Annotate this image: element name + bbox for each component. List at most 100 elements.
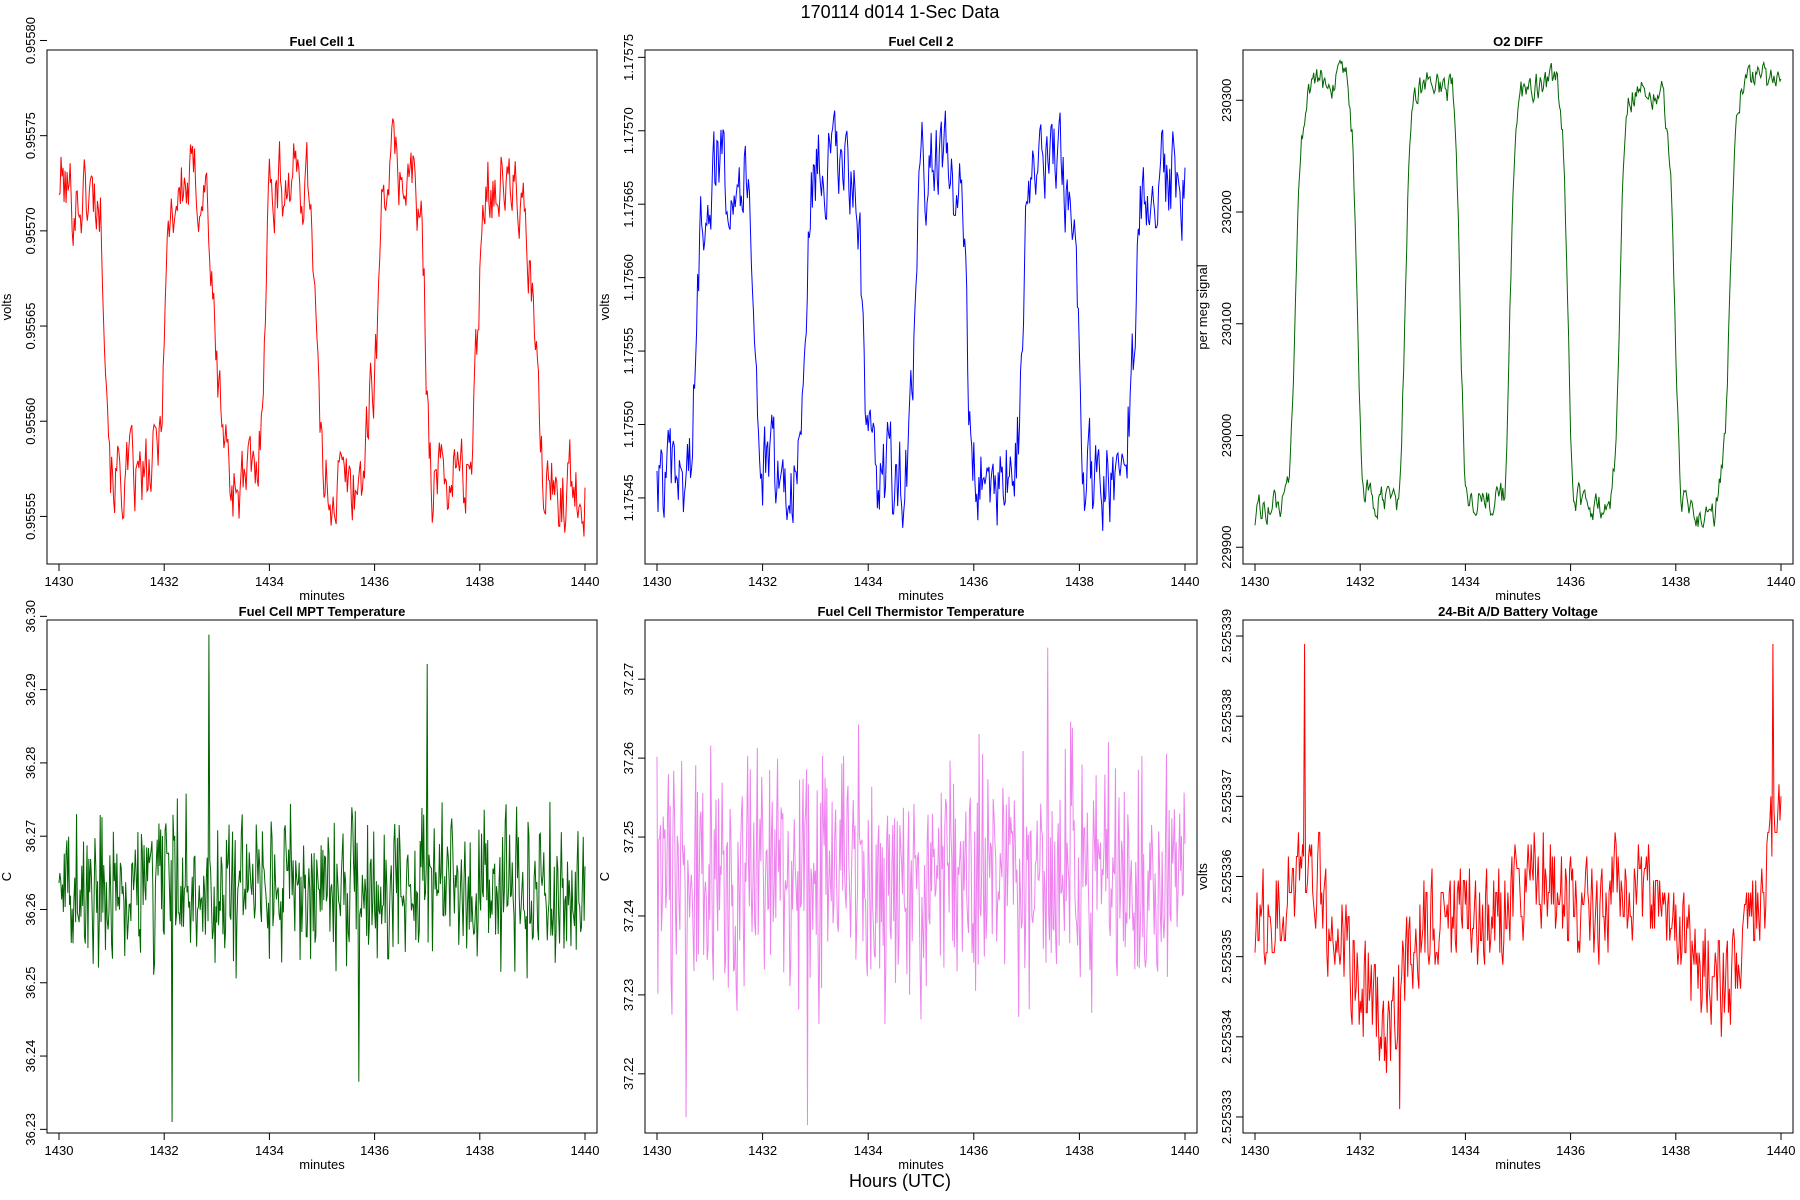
x-tick-label: 1438 [465,574,494,589]
y-tick-label: 230300 [1219,79,1234,122]
y-tick-label: 2.525339 [1219,609,1234,663]
y-tick-label: 230100 [1219,302,1234,345]
chart-panel-6: 24-Bit A/D Battery Voltage 1430 1432 1434 14… [1195,604,1795,1172]
y-tick-label: 2.525333 [1219,1090,1234,1144]
chart-title: Fuel Cell 2 [888,34,953,49]
x-tick-label: 1432 [1346,1143,1375,1158]
series-line [656,647,1186,1126]
y-tick-label: 0.95560 [23,398,38,445]
x-axis-super-label: Hours (UTC) [849,1171,951,1191]
x-tick-label: 1432 [1346,574,1375,589]
y-tick-label: 1.17575 [621,34,636,81]
x-tick-label: 1436 [959,574,988,589]
x-tick-label: 1430 [45,574,74,589]
y-axis-label: C [0,872,14,881]
y-tick-label: 2.525334 [1219,1010,1234,1064]
series-line [656,110,1186,531]
y-axis-label: volts [597,293,612,320]
x-tick-label: 1432 [748,574,777,589]
x-tick-label: 1436 [360,574,389,589]
chart-panel-3: O2 DIFF 1430 1432 1434 1436 1438 1440 minutes 22… [1195,34,1795,603]
x-axis-label: minutes [1495,1157,1541,1172]
x-tick-label: 1440 [1767,574,1796,589]
x-tick-label: 1430 [643,574,672,589]
x-tick-label: 1434 [854,574,883,589]
x-tick-label: 1436 [360,1143,389,1158]
y-tick-label: 36.30 [23,600,38,633]
x-tick-label: 1430 [45,1143,74,1158]
y-tick-label: 37.23 [621,979,636,1012]
y-tick-label: 1.17565 [621,181,636,228]
y-tick-label: 36.23 [23,1113,38,1146]
y-tick-label: 2.525336 [1219,849,1234,903]
y-tick-label: 36.25 [23,966,38,999]
y-tick-label: 0.95565 [23,303,38,350]
chart-title: O2 DIFF [1493,34,1543,49]
y-tick-label: 0.95555 [23,493,38,540]
y-axis-label: per meg signal [1195,264,1210,349]
y-tick-label: 36.27 [23,820,38,853]
x-tick-label: 1430 [643,1143,672,1158]
x-tick-label: 1434 [1451,574,1480,589]
x-tick-label: 1430 [1241,574,1270,589]
plot-frame [644,49,1198,565]
x-tick-label: 1434 [255,1143,284,1158]
x-tick-label: 1430 [1241,1143,1270,1158]
x-tick-label: 1440 [571,574,600,589]
x-tick-label: 1438 [1661,1143,1690,1158]
y-tick-label: 36.28 [23,747,38,780]
x-tick-label: 1434 [854,1143,883,1158]
x-tick-label: 1436 [1556,1143,1585,1158]
y-tick-label: 0.95570 [23,207,38,254]
y-tick-label: 37.22 [621,1058,636,1091]
y-tick-label: 1.17555 [621,328,636,375]
y-tick-label: 230200 [1219,190,1234,233]
y-tick-label: 36.24 [23,1040,38,1073]
plot-frame [1242,49,1794,565]
chart-title: 24-Bit A/D Battery Voltage [1438,604,1598,619]
x-axis-label: minutes [1495,588,1541,603]
x-tick-label: 1440 [1767,1143,1796,1158]
x-tick-label: 1438 [465,1143,494,1158]
y-tick-label: 37.26 [621,742,636,775]
y-tick-label: 230000 [1219,414,1234,457]
x-tick-label: 1434 [1451,1143,1480,1158]
chart-title: Fuel Cell 1 [289,34,354,49]
x-axis-label: minutes [898,588,944,603]
y-tick-label: 229900 [1219,526,1234,569]
chart-panel-5: Fuel Cell Thermistor Temperature 1430 1432… [597,604,1199,1172]
x-axis-label: minutes [299,588,345,603]
x-tick-label: 1440 [1171,574,1200,589]
chart-panel-1: Fuel Cell 1 1430 1432 1434 1436 1438 1440 minut… [0,17,599,603]
x-tick-label: 1438 [1065,1143,1094,1158]
y-tick-label: 1.17570 [621,107,636,154]
y-tick-label: 0.95575 [23,112,38,159]
x-tick-label: 1432 [748,1143,777,1158]
x-axis-label: minutes [898,1157,944,1172]
y-tick-label: 36.29 [23,673,38,706]
y-tick-label: 37.27 [621,663,636,696]
y-tick-label: 2.525337 [1219,769,1234,823]
y-tick-label: 1.17545 [621,474,636,521]
y-tick-label: 2.525338 [1219,689,1234,743]
plot-frame [46,619,598,1134]
plot-frame [644,619,1198,1134]
y-tick-label: 36.26 [23,893,38,926]
series-line [58,634,586,1123]
x-tick-label: 1434 [255,574,284,589]
x-tick-label: 1438 [1661,574,1690,589]
x-tick-label: 1440 [1171,1143,1200,1158]
series-line [1254,59,1782,529]
y-tick-label: 1.17550 [621,401,636,448]
plot-frame [46,49,598,565]
chart-title: Fuel Cell MPT Temperature [239,604,406,619]
x-axis-label: minutes [299,1157,345,1172]
y-axis-label: volts [1195,863,1210,890]
chart-panel-4: Fuel Cell MPT Temperature 1430 1432 1434 143… [0,600,599,1172]
x-tick-label: 1432 [150,574,179,589]
chart-title: Fuel Cell Thermistor Temperature [817,604,1024,619]
chart-panel-2: Fuel Cell 2 1430 1432 1434 1436 1438 1440 minut… [597,34,1199,603]
series-line [1254,644,1782,1109]
x-tick-label: 1432 [150,1143,179,1158]
